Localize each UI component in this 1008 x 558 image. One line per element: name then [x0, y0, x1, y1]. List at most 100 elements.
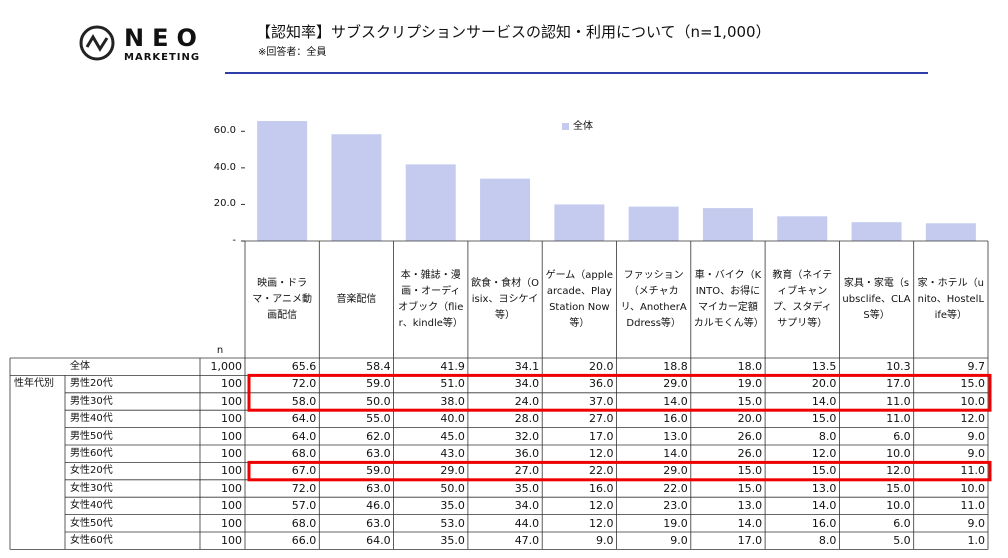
- cell: 16.0: [588, 481, 614, 495]
- n-cell: 100: [221, 534, 242, 547]
- bar: [331, 134, 382, 241]
- cell: 68.0: [291, 516, 317, 530]
- n-cell: 1,000: [210, 360, 243, 373]
- bar: [554, 204, 605, 241]
- y-tick-label: 40.0: [213, 161, 236, 173]
- cell: 50.0: [440, 481, 465, 495]
- bar: [925, 223, 976, 241]
- n-header: n: [216, 345, 224, 356]
- logo-name: NEO: [124, 24, 205, 52]
- cell: 11.0: [960, 464, 985, 478]
- row-label: 男性40代: [70, 413, 113, 425]
- cell: 68.0: [291, 447, 317, 460]
- cell: 40.0: [440, 412, 465, 426]
- y-tick-label: 20.0: [213, 198, 236, 210]
- cell: 10.0: [886, 499, 911, 513]
- cell: 14.0: [737, 516, 763, 530]
- cell: 44.0: [514, 516, 540, 530]
- cell: 29.0: [663, 464, 688, 478]
- cell: 6.0: [893, 429, 911, 443]
- cell: 47.0: [514, 534, 540, 547]
- cell: 15.0: [886, 481, 911, 495]
- row-label: 男性50代: [70, 430, 113, 442]
- bar: [851, 222, 902, 241]
- cell: 64.0: [291, 412, 317, 426]
- cell: 72.0: [291, 377, 317, 391]
- cell: 53.0: [440, 516, 465, 530]
- cell: 12.0: [588, 516, 614, 530]
- cell: 58.0: [291, 394, 317, 408]
- cell: 72.0: [291, 481, 317, 495]
- cell: 9.0: [967, 429, 985, 443]
- cell: 20.0: [811, 377, 837, 391]
- cell: 12.0: [588, 447, 614, 460]
- cell: 27.0: [588, 412, 614, 426]
- bar: [405, 164, 456, 241]
- cell: 13.0: [663, 429, 688, 443]
- highlight-box: [247, 373, 992, 412]
- row-label: 女性60代: [70, 535, 113, 546]
- n-cell: 100: [221, 429, 242, 443]
- row-label: 女性50代: [70, 517, 113, 529]
- column-header: 教育（ネイティブキャンプ、スタディサプリ等）: [772, 269, 833, 329]
- cell: 35.0: [514, 481, 540, 495]
- cell: 13.0: [811, 481, 837, 495]
- cell: 23.0: [663, 499, 688, 513]
- cell: 12.0: [886, 464, 911, 478]
- y-tick-label: -: [232, 235, 236, 246]
- cell: 15.0: [811, 464, 837, 478]
- cell: 11.0: [886, 412, 911, 426]
- cell: 37.0: [588, 394, 614, 408]
- cell: 43.0: [440, 447, 465, 460]
- cell: 38.0: [440, 394, 465, 408]
- n-cell: 100: [221, 481, 242, 495]
- cell: 16.0: [811, 516, 837, 530]
- cell: 29.0: [663, 377, 688, 391]
- cell: 9.7: [967, 360, 985, 373]
- cell: 26.0: [737, 429, 763, 443]
- cell: 57.0: [291, 499, 317, 513]
- cell: 41.9: [440, 360, 465, 373]
- cell: 8.0: [818, 429, 837, 443]
- n-cell: 100: [221, 412, 242, 426]
- cell: 17.0: [886, 377, 911, 391]
- cell: 63.0: [366, 516, 391, 530]
- cell: 22.0: [588, 464, 614, 478]
- n-cell: 100: [221, 447, 242, 460]
- cell: 59.0: [366, 377, 391, 391]
- row-label: 全体: [70, 361, 90, 372]
- cell: 26.0: [737, 447, 763, 460]
- bar: [777, 216, 828, 241]
- row-label: 女性40代: [70, 500, 113, 512]
- cell: 34.1: [514, 360, 540, 373]
- bar: [257, 121, 308, 241]
- cell: 13.5: [811, 360, 837, 373]
- row-label: 男性30代: [70, 395, 113, 407]
- legend-label: 全体: [573, 121, 593, 132]
- cell: 10.0: [886, 447, 911, 460]
- cell: 5.0: [893, 534, 911, 547]
- bar: [628, 206, 679, 241]
- column-header: 車・バイク（KINTO、お得にマイカー定額カルモくん等）: [693, 269, 764, 329]
- cell: 20.0: [737, 412, 763, 426]
- legend-swatch: [562, 123, 569, 130]
- logo-mark: [79, 25, 115, 61]
- cell: 58.4: [366, 360, 391, 373]
- group-label: 性年代別: [14, 378, 54, 390]
- cell: 65.6: [291, 360, 317, 373]
- logo-sub: MARKETING: [124, 52, 201, 63]
- cell: 14.0: [811, 499, 837, 513]
- cell: 18.0: [737, 360, 763, 373]
- cell: 28.0: [514, 412, 540, 426]
- cell: 14.0: [663, 447, 688, 460]
- cell: 17.0: [588, 429, 614, 443]
- cell: 19.0: [737, 377, 763, 391]
- row-label: 女性20代: [70, 465, 113, 477]
- n-cell: 100: [221, 377, 242, 391]
- column-header: 家具・家電（subsclife、CLAS等）: [842, 277, 911, 321]
- bar: [702, 208, 753, 241]
- cell: 14.0: [663, 394, 688, 408]
- column-header: 本・雑誌・漫画・オーディオブック（flier、kindle等）: [398, 269, 464, 329]
